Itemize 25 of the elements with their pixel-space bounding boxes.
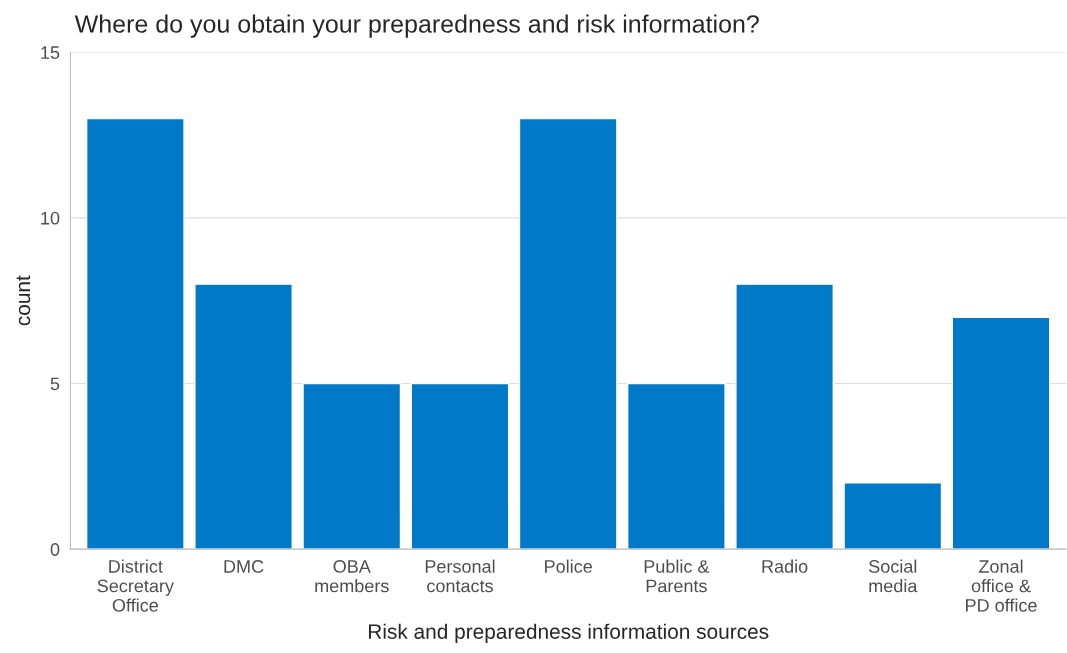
x-tick-label: Zonal office & PD office bbox=[966, 559, 1037, 612]
bar bbox=[735, 283, 834, 550]
bar bbox=[518, 117, 618, 550]
y-tick-label: 0 bbox=[50, 543, 60, 556]
chart-title: Where do you obtain your preparedness and risk information? bbox=[74, 14, 759, 38]
x-tick-label: Social media bbox=[869, 559, 918, 593]
bar bbox=[843, 482, 943, 550]
x-tick-label: Personal contacts bbox=[425, 559, 495, 593]
bar bbox=[626, 382, 726, 550]
x-tick-label: Police bbox=[545, 559, 592, 573]
y-axis-title: count bbox=[16, 275, 31, 326]
bar bbox=[85, 117, 185, 550]
bar bbox=[302, 382, 402, 550]
y-tick-label: 15 bbox=[41, 46, 60, 59]
bar bbox=[410, 382, 510, 550]
bar bbox=[194, 283, 293, 550]
x-tick-label: OBA members bbox=[315, 560, 389, 593]
x-tick-label: Public & Parents bbox=[644, 559, 710, 593]
x-tick-label: DMC bbox=[224, 560, 264, 573]
x-axis-title: Risk and preparedness information sources bbox=[368, 623, 769, 644]
x-tick-label: Radio bbox=[762, 559, 808, 573]
y-tick-label: 5 bbox=[50, 377, 60, 391]
bar bbox=[951, 316, 1051, 550]
y-tick-label: 10 bbox=[41, 211, 60, 225]
x-tick-label: District Secretary Office bbox=[97, 559, 174, 612]
